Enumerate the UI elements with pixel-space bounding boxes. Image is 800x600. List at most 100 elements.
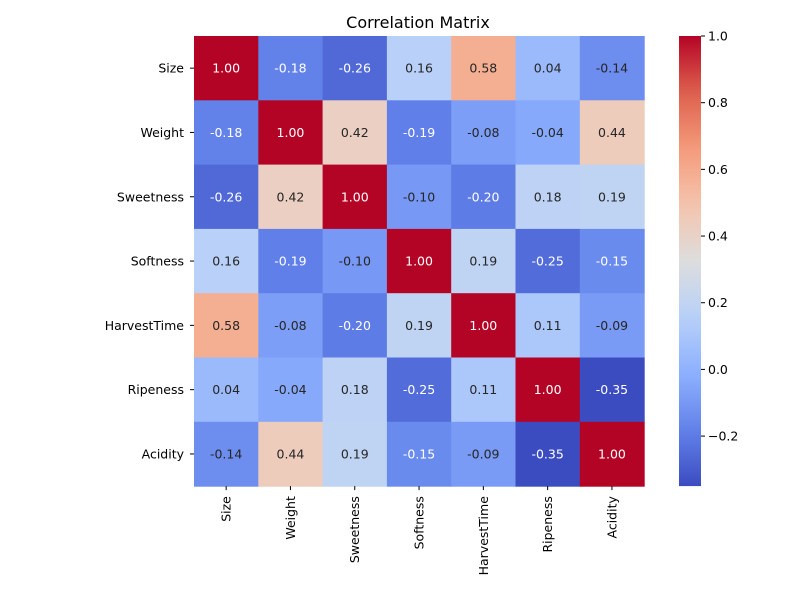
- cell-value-label: -0.08: [467, 125, 499, 140]
- cell-value-label: 0.44: [598, 125, 626, 140]
- cell-value-label: -0.18: [274, 61, 306, 76]
- heatmap-cell: [386, 357, 452, 423]
- column-label: Weight: [283, 496, 298, 540]
- row-label: Size: [158, 61, 184, 76]
- cell-value-label: 1.00: [598, 446, 626, 461]
- cell-value-label: -0.08: [274, 318, 306, 333]
- cell-value-label: -0.35: [531, 446, 563, 461]
- colorbar-tick-label: −0.2: [708, 429, 738, 444]
- heatmap-cell: [579, 100, 645, 166]
- heatmap-cell: [386, 421, 452, 487]
- cell-value-label: -0.15: [403, 446, 435, 461]
- heatmap-cell: [451, 228, 517, 294]
- heatmap-cell: [515, 421, 581, 487]
- colorbar-tick-label: 0.4: [708, 229, 728, 244]
- cell-value-label: -0.20: [339, 318, 371, 333]
- heatmap-cell: [258, 293, 324, 359]
- cell-value-label: -0.09: [596, 318, 628, 333]
- row-labels: Size Weight Sweetness Softness HarvestTime Ri…: [105, 61, 194, 461]
- colorbar-tick-label: 0.6: [708, 162, 728, 177]
- heatmap-cell: [258, 100, 324, 166]
- cell-value-label: 0.11: [534, 318, 562, 333]
- cell-value-label: 0.16: [212, 254, 240, 269]
- heatmap-cell: [386, 228, 452, 294]
- cell-value-label: 0.04: [534, 61, 562, 76]
- cell-value-label: 0.42: [277, 189, 305, 204]
- heatmap-cell: [515, 164, 581, 230]
- cell-value-label: 0.44: [277, 446, 305, 461]
- row-label: Ripeness: [128, 382, 184, 397]
- cell-value-label: 0.19: [469, 254, 497, 269]
- cell-value-label: -0.04: [274, 382, 306, 397]
- heatmap-cell: [258, 228, 324, 294]
- cell-value-label: 0.19: [341, 446, 369, 461]
- cell-value-label: -0.18: [210, 125, 242, 140]
- colorbar-tick-label: 1.0: [708, 29, 728, 44]
- cell-value-label: -0.09: [467, 446, 499, 461]
- cell-value-label: -0.15: [596, 254, 628, 269]
- cell-value-label: 1.00: [277, 125, 305, 140]
- cell-value-label: -0.20: [467, 189, 499, 204]
- heatmap-cell: [322, 421, 388, 487]
- row-label: HarvestTime: [105, 318, 185, 333]
- cell-value-label: 1.00: [212, 61, 240, 76]
- column-label: Ripeness: [540, 496, 555, 552]
- heatmap-cell: [194, 164, 259, 230]
- heatmap-cell: [194, 228, 259, 294]
- cell-value-label: -0.10: [403, 189, 435, 204]
- colorbar-tick-label: 0.8: [708, 95, 728, 110]
- heatmap-cell: [386, 164, 452, 230]
- cell-value-label: 1.00: [405, 254, 433, 269]
- heatmap-cell: [515, 100, 581, 166]
- colorbar-tick-label: 0.0: [708, 362, 728, 377]
- cell-value-label: 0.58: [469, 61, 497, 76]
- row-label: Weight: [140, 125, 184, 140]
- heatmap-cell: [322, 36, 388, 101]
- column-label: Acidity: [604, 496, 619, 539]
- heatmap-cell: [322, 357, 388, 423]
- heatmap-cell: [579, 357, 645, 423]
- heatmap-cell: [258, 421, 324, 487]
- cell-value-label: -0.25: [531, 254, 563, 269]
- cell-value-label: -0.35: [596, 382, 628, 397]
- cell-value-label: 1.00: [469, 318, 497, 333]
- cell-value-label: 0.11: [469, 382, 497, 397]
- heatmap-cell: [194, 357, 259, 423]
- cell-value-label: 0.19: [405, 318, 433, 333]
- row-label: Acidity: [142, 446, 185, 461]
- cell-value-label: 0.18: [341, 382, 369, 397]
- column-labels: Size Weight Sweetness Softness HarvestTime Ri…: [219, 486, 619, 576]
- heatmap-cell: [451, 293, 517, 359]
- column-label: Sweetness: [347, 496, 362, 563]
- heatmap-cell: [322, 164, 388, 230]
- cell-value-label: -0.25: [403, 382, 435, 397]
- heatmap-cell: [258, 357, 324, 423]
- heatmap-cell: [386, 36, 452, 101]
- heatmap-cell: [579, 293, 645, 359]
- heatmap-cell: [194, 293, 259, 359]
- heatmap-cell: [194, 36, 259, 101]
- cell-value-label: -0.19: [274, 254, 306, 269]
- column-label: HarvestTime: [476, 496, 491, 576]
- heatmap-cell: [258, 36, 324, 101]
- colorbar-gradient: [679, 36, 701, 487]
- heatmap-cell: [322, 100, 388, 166]
- heatmap-cell: [579, 164, 645, 230]
- cell-value-label: 0.19: [598, 189, 626, 204]
- heatmap-cell: [515, 293, 581, 359]
- heatmap-cell: [515, 228, 581, 294]
- cell-value-label: 1.00: [341, 189, 369, 204]
- cell-value-label: -0.10: [339, 254, 371, 269]
- cell-value-label: -0.14: [210, 446, 242, 461]
- heatmap-cell: [451, 357, 517, 423]
- cell-value-label: 0.42: [341, 125, 369, 140]
- heatmap-cell: [579, 228, 645, 294]
- column-label: Softness: [412, 496, 427, 549]
- row-label: Sweetness: [117, 189, 184, 204]
- heatmap-cell: [451, 421, 517, 487]
- heatmap-cell: [515, 357, 581, 423]
- cell-value-label: -0.26: [210, 189, 242, 204]
- column-label: Size: [219, 496, 234, 522]
- cell-value-label: -0.19: [403, 125, 435, 140]
